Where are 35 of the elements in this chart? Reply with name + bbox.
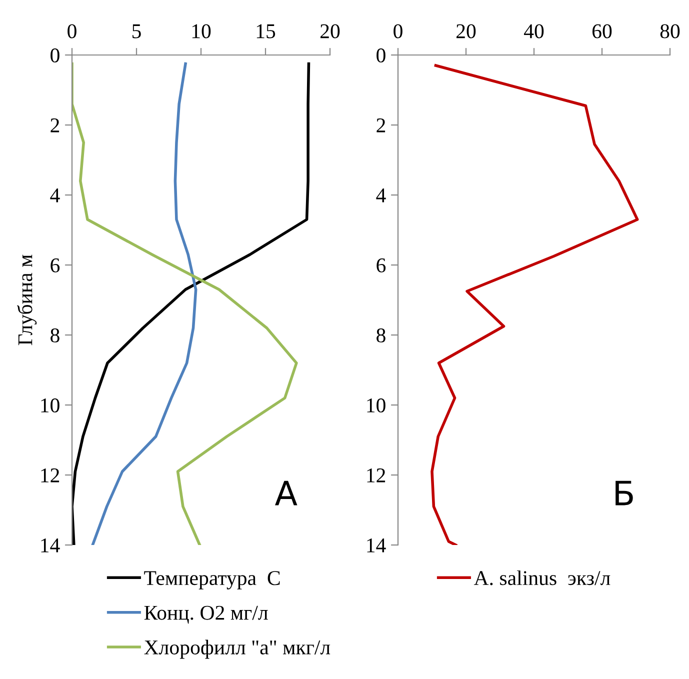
x-tick-label: 0 <box>394 24 402 38</box>
y-tick-label: 8 <box>50 328 60 342</box>
x-tick-label: 15 <box>256 24 276 38</box>
x-tick-label: 5 <box>132 24 141 38</box>
x-tick-label: 80 <box>660 24 680 38</box>
y-tick-label: 0 <box>376 48 386 62</box>
y-tick-label: 14 <box>367 538 386 552</box>
y-axis-title: Глубина м <box>17 254 37 346</box>
y-tick-label: 2 <box>376 118 386 132</box>
x-tick-label: 0 <box>68 24 76 38</box>
legend-label: Хлорофилл "а" мкг/л <box>144 640 330 659</box>
x-tick-label: 10 <box>192 24 211 38</box>
y-tick-label: 12 <box>41 468 60 482</box>
x-tick-label: 20 <box>320 24 340 38</box>
x-tick-label: 20 <box>456 24 476 38</box>
y-tick-label: 6 <box>50 258 60 272</box>
y-tick-label: 8 <box>376 328 386 342</box>
y-tick-label: 4 <box>50 188 60 202</box>
y-tick-label: 4 <box>376 188 386 202</box>
y-tick-label: 10 <box>41 398 60 412</box>
line-series <box>430 64 639 545</box>
line-series <box>91 62 198 545</box>
annotation: А <box>275 480 298 506</box>
x-tick-label: 40 <box>524 24 544 38</box>
y-tick-label: 12 <box>367 468 386 482</box>
legend-label: A. salinus экз/л <box>474 570 610 586</box>
y-tick-label: 2 <box>50 118 60 132</box>
annotation: Б <box>616 480 633 506</box>
legend-label: Конц. О2 мг/л <box>144 606 268 624</box>
y-tick-label: 14 <box>41 538 60 552</box>
y-tick-label: 10 <box>367 398 386 412</box>
y-tick-label: 0 <box>50 48 60 62</box>
x-tick-label: 60 <box>592 24 612 38</box>
y-tick-label: 6 <box>376 258 386 272</box>
legend-label: Температура С <box>144 571 280 590</box>
